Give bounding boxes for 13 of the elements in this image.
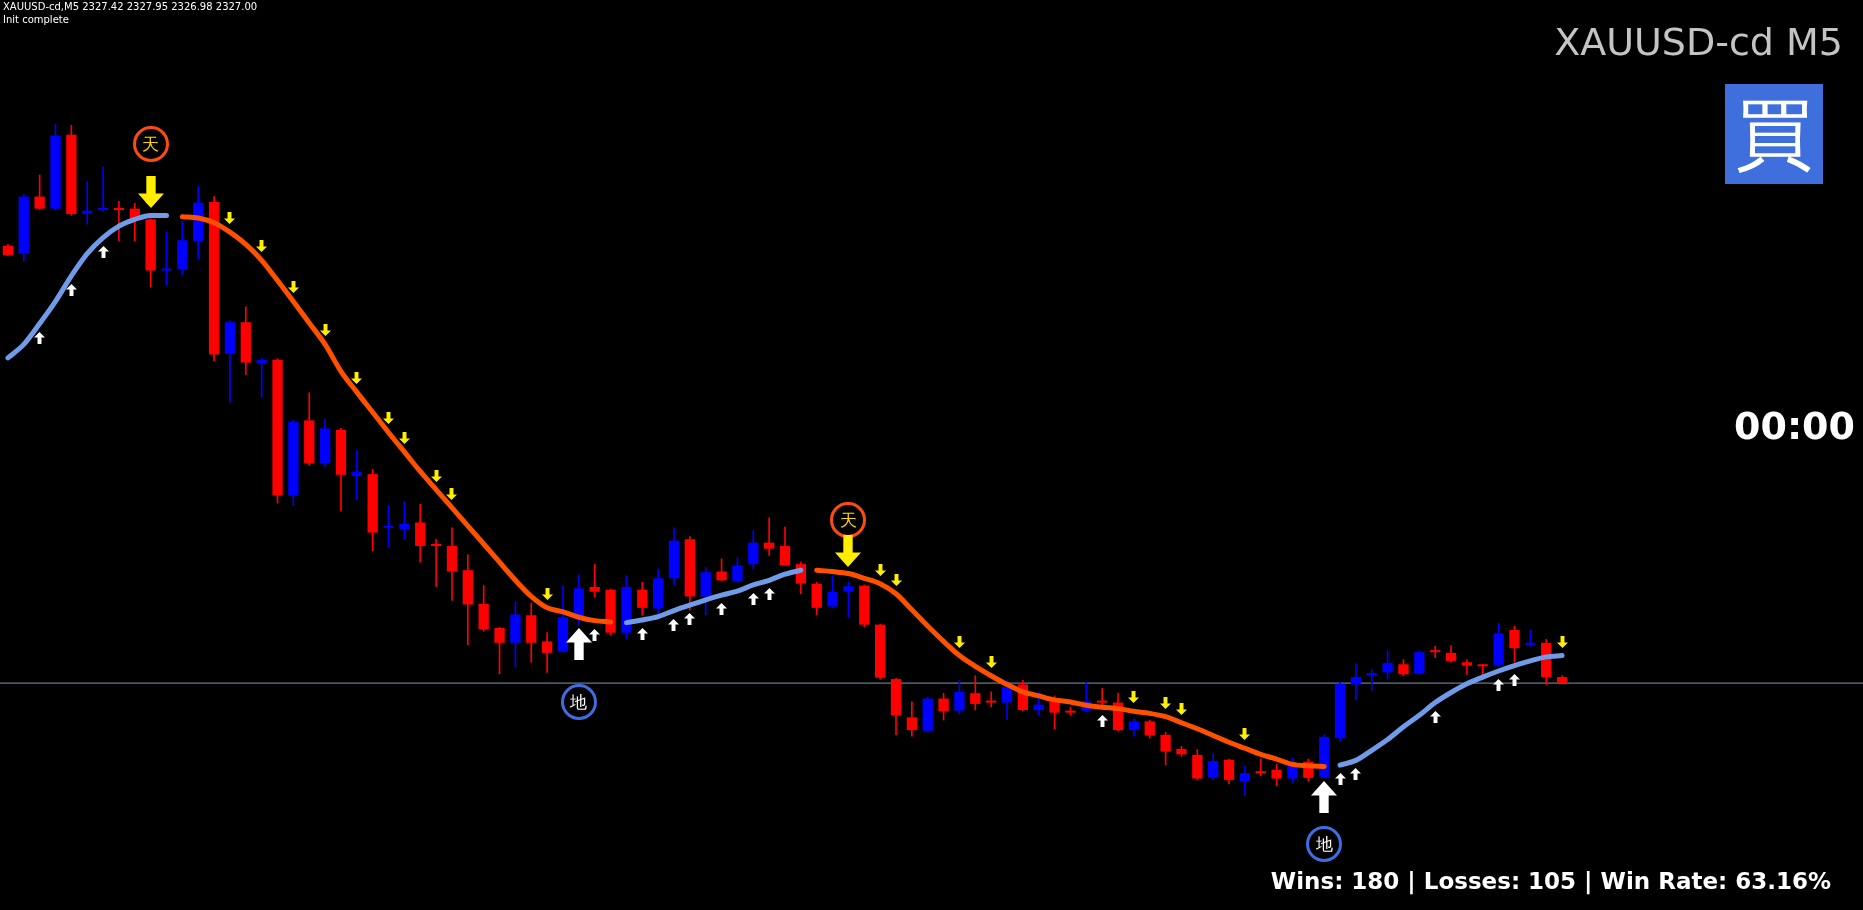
text: Init complete <box>3 14 69 25</box>
annotation: 天 <box>839 510 857 531</box>
text: 買 <box>1725 84 1823 184</box>
circle-badge: 天 <box>132 125 169 162</box>
circle-badge: 地 <box>1306 825 1343 862</box>
text: 00:00 <box>1734 404 1855 448</box>
text: Wins: 180 | Losses: 105 | Win Rate: 63.16% <box>1270 868 1831 894</box>
annotation: 地 <box>570 691 588 712</box>
annotation: 天 <box>142 133 160 154</box>
text: XAUUSD-cd M5 <box>1554 20 1843 64</box>
candlestick <box>1461 659 1473 675</box>
text: XAUUSD-cd,M5 2327.42 2327.95 2326.98 2327.00 <box>3 1 258 12</box>
circle-badge: 地 <box>560 683 597 720</box>
